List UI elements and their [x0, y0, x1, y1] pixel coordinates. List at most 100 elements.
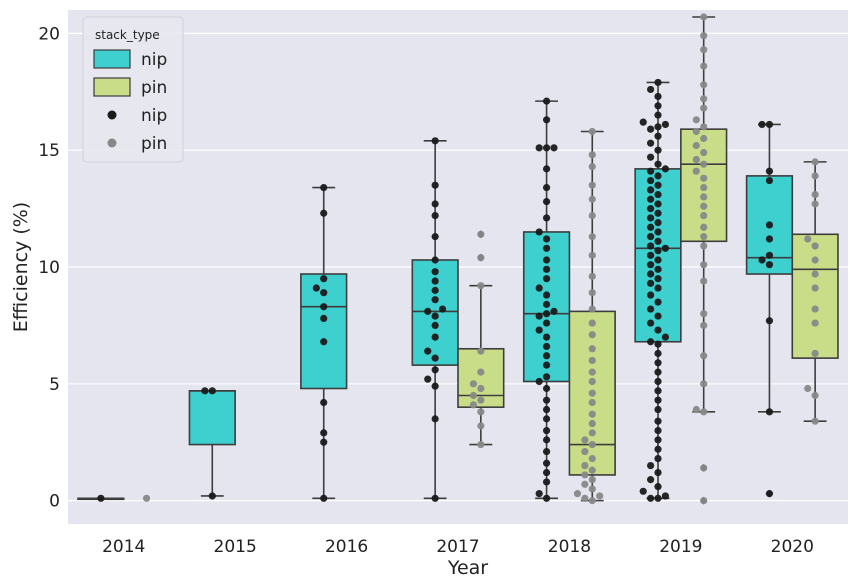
swarm-point-nip [320, 338, 328, 346]
swarm-point-nip [320, 494, 328, 502]
swarm-point-nip [431, 321, 439, 330]
swarm-point-pin [811, 256, 819, 264]
swarm-point-nip [654, 146, 662, 154]
swarm-point-nip [431, 354, 439, 362]
swarm-point-pin [811, 319, 819, 327]
swarm-point-nip [542, 144, 551, 152]
swarm-point-pin [588, 151, 596, 159]
swarm-point-nip [320, 289, 328, 297]
swarm-point-nip [542, 235, 551, 243]
swarm-point-nip [654, 219, 662, 227]
swarm-point-nip [431, 415, 439, 423]
swarm-point-nip [320, 438, 328, 446]
swarm-point-nip [647, 494, 655, 502]
swarm-point-nip [654, 417, 662, 425]
legend-entry: nip [93, 49, 167, 70]
swarm-point-pin [477, 282, 485, 290]
swarm-point-nip [542, 361, 551, 369]
swarm-point-pin [700, 277, 708, 285]
swarm-point-pin [581, 436, 589, 444]
swarm-point-nip [647, 233, 655, 241]
swarm-point-nip [535, 228, 543, 236]
swarm-point-pin [811, 190, 819, 199]
swarm-point-pin [596, 492, 604, 500]
swarm-point-nip [542, 405, 551, 414]
swarm-point-nip [431, 212, 439, 220]
swarm-point-nip [647, 195, 655, 203]
y-axis-label: Efficiency (%) [10, 202, 32, 332]
swarm-point-nip [654, 377, 662, 386]
swarm-point-nip [542, 275, 551, 283]
swarm-point-nip [535, 377, 543, 386]
swarm-point-pin [588, 419, 596, 428]
legend-label: pin [141, 134, 167, 154]
swarm-point-pin [700, 148, 708, 157]
swarm-point-pin [588, 162, 596, 171]
swarm-point-nip [542, 291, 551, 299]
legend-entry: pin [107, 134, 167, 154]
swarm-point-nip [647, 242, 655, 250]
swarm-point-nip [654, 349, 662, 358]
swarm-point-nip [654, 256, 662, 264]
x-tick-label: 2020 [771, 537, 814, 557]
swarm-point-nip [647, 319, 655, 327]
swarm-point-nip [758, 120, 766, 129]
swarm-point-pin [700, 310, 708, 318]
y-tick-label: 0 [49, 492, 60, 512]
swarm-point-pin [469, 380, 478, 388]
swarm-point-pin [700, 62, 708, 70]
legend-label: pin [141, 78, 167, 98]
swarm-point-pin [477, 254, 485, 262]
swarm-point-nip [431, 333, 439, 341]
swarm-point-nip [208, 492, 216, 500]
swarm-point-nip [654, 396, 662, 404]
swarm-point-pin [811, 172, 819, 180]
x-tick-labels: 2014 2015 2016 2017 2018 2019 2020 [102, 537, 814, 557]
swarm-point-nip [765, 221, 774, 229]
swarm-point-pin [588, 454, 596, 463]
swarm-point-nip [542, 426, 551, 435]
swarm-point-pin [700, 497, 708, 505]
swarm-point-pin [477, 230, 485, 238]
swarm-point-nip [320, 314, 328, 322]
y-tick-label: 20 [38, 24, 60, 44]
swarm-point-nip [431, 494, 439, 502]
box-iqr [791, 233, 839, 359]
swarm-point-nip [654, 209, 662, 217]
swarm-point-nip [542, 396, 551, 404]
legend-title: stack_type [95, 28, 160, 42]
swarm-point-nip [654, 92, 662, 101]
swarm-point-nip [639, 118, 647, 126]
swarm-point-pin [700, 174, 708, 182]
swarm-point-pin [700, 134, 708, 143]
swarm-point-nip [654, 200, 662, 208]
swarm-point-nip [661, 120, 670, 129]
swarm-point-pin [588, 319, 596, 327]
swarm-point-nip [542, 265, 551, 273]
swarm-point-pin [700, 104, 708, 112]
swarm-point-nip [765, 317, 774, 325]
swarm-point-nip [542, 436, 551, 444]
x-tick-label: 2014 [102, 537, 145, 557]
swarm-point-pin [811, 417, 819, 425]
swarm-point-nip [661, 165, 670, 173]
swarm-point-nip [542, 165, 551, 173]
swarm-point-nip [647, 223, 655, 231]
swarm-point-pin [700, 223, 708, 231]
swarm-point-pin [477, 396, 485, 404]
swarm-point-pin [700, 46, 708, 54]
swarm-point-pin [581, 480, 589, 488]
swarm-point-nip [654, 445, 662, 453]
swarm-point-pin [700, 352, 708, 360]
swarm-point-pin [700, 32, 708, 40]
swarm-point-pin [581, 447, 589, 456]
swarm-point-nip [550, 144, 558, 152]
swarm-point-nip [542, 342, 551, 351]
swarm-point-nip [542, 447, 551, 456]
swarm-point-nip [647, 261, 655, 269]
swarm-point-nip [542, 310, 551, 318]
swarm-point-pin [700, 81, 708, 89]
swarm-point-nip [431, 256, 439, 264]
legend-entry: nip [107, 106, 167, 126]
